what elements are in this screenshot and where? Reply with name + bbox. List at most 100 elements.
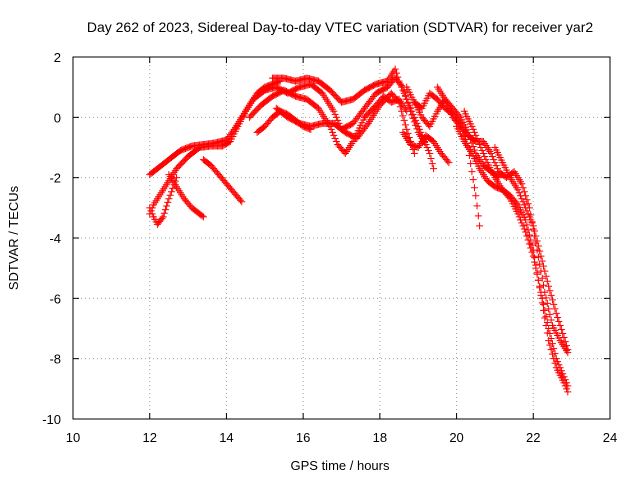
series-track-3 — [146, 174, 181, 228]
data-point — [564, 388, 572, 396]
data-point — [468, 122, 476, 130]
data-point — [541, 314, 549, 322]
data-point — [554, 313, 562, 321]
data-point — [468, 168, 476, 176]
series-track-12 — [410, 89, 484, 230]
x-tick-label: 14 — [219, 430, 233, 445]
data-point — [473, 202, 481, 210]
x-tick-label: 12 — [142, 430, 156, 445]
data-point — [548, 296, 556, 304]
data-point — [520, 225, 528, 233]
data-point — [158, 214, 166, 222]
data-point — [238, 198, 246, 206]
data-point — [541, 267, 549, 275]
data-point — [476, 222, 484, 230]
x-tick-label: 24 — [603, 430, 617, 445]
data-point — [561, 376, 569, 384]
grid — [73, 57, 610, 419]
data-point — [410, 118, 418, 126]
data-point — [467, 160, 475, 168]
data-point — [514, 186, 522, 194]
data-point — [533, 270, 541, 278]
data-point — [472, 131, 480, 139]
data-point — [477, 144, 485, 151]
data-point — [536, 282, 544, 290]
data-point — [541, 306, 549, 314]
data-point — [546, 330, 554, 338]
series-track-6 — [268, 65, 438, 173]
data-point — [540, 300, 548, 308]
series-track-15 — [460, 107, 572, 390]
data-point — [523, 221, 531, 229]
series-track-13 — [433, 83, 572, 357]
data-point — [518, 219, 526, 227]
data-point — [481, 153, 489, 161]
data-point — [524, 210, 532, 218]
data-point — [400, 116, 408, 124]
data-point — [563, 342, 571, 350]
y-tick-label: -2 — [49, 171, 61, 186]
data-point — [560, 334, 568, 342]
data-point — [469, 176, 477, 184]
x-tick-label: 10 — [66, 430, 80, 445]
y-tick-label: -6 — [49, 291, 61, 306]
data-point — [551, 350, 559, 358]
data-point — [545, 282, 553, 290]
data-point — [552, 355, 560, 363]
data-point — [564, 382, 572, 390]
data-point — [482, 156, 490, 164]
data-point — [538, 257, 546, 265]
y-tick-label: -8 — [49, 352, 61, 367]
data-point — [327, 125, 335, 133]
data-point — [306, 125, 314, 133]
data-point — [527, 216, 535, 224]
data-point — [161, 206, 169, 214]
data-point — [331, 134, 339, 142]
data-point — [543, 277, 551, 285]
data-point — [164, 198, 172, 206]
data-point — [537, 288, 545, 296]
data-point — [529, 252, 537, 260]
data-point — [413, 125, 421, 133]
data-point — [330, 131, 338, 139]
data-point — [524, 200, 532, 208]
data-point — [478, 147, 486, 155]
y-tick-label: -4 — [49, 231, 61, 246]
data-point — [518, 180, 526, 188]
data-point — [518, 195, 526, 203]
data-point — [563, 379, 571, 387]
x-tick-label: 18 — [373, 430, 387, 445]
data-point — [559, 370, 567, 378]
data-point — [444, 101, 452, 109]
data-point — [398, 82, 406, 90]
data-point — [536, 247, 544, 255]
data-point — [424, 147, 432, 155]
data-point — [534, 242, 542, 250]
data-point — [515, 213, 523, 221]
data-point — [148, 210, 156, 218]
data-point — [332, 137, 340, 145]
data-point — [561, 338, 569, 346]
data-point — [392, 69, 400, 77]
data-point — [523, 232, 531, 240]
data-point — [428, 160, 436, 168]
data-point — [426, 150, 434, 158]
data-point — [517, 192, 524, 200]
data-point — [469, 142, 477, 150]
data-point — [479, 150, 487, 158]
data-point — [519, 198, 527, 206]
data-point — [542, 294, 550, 302]
data-point — [563, 385, 571, 393]
data-point — [547, 291, 555, 299]
data-point — [554, 358, 562, 366]
data-point — [400, 87, 408, 95]
data-point — [409, 114, 417, 122]
data-point — [527, 244, 535, 252]
data-point — [198, 212, 206, 220]
y-tick-label: 0 — [54, 110, 61, 125]
series-track-2 — [146, 83, 273, 218]
data-point — [514, 210, 522, 218]
data-point — [556, 321, 564, 329]
data-point — [538, 274, 546, 282]
